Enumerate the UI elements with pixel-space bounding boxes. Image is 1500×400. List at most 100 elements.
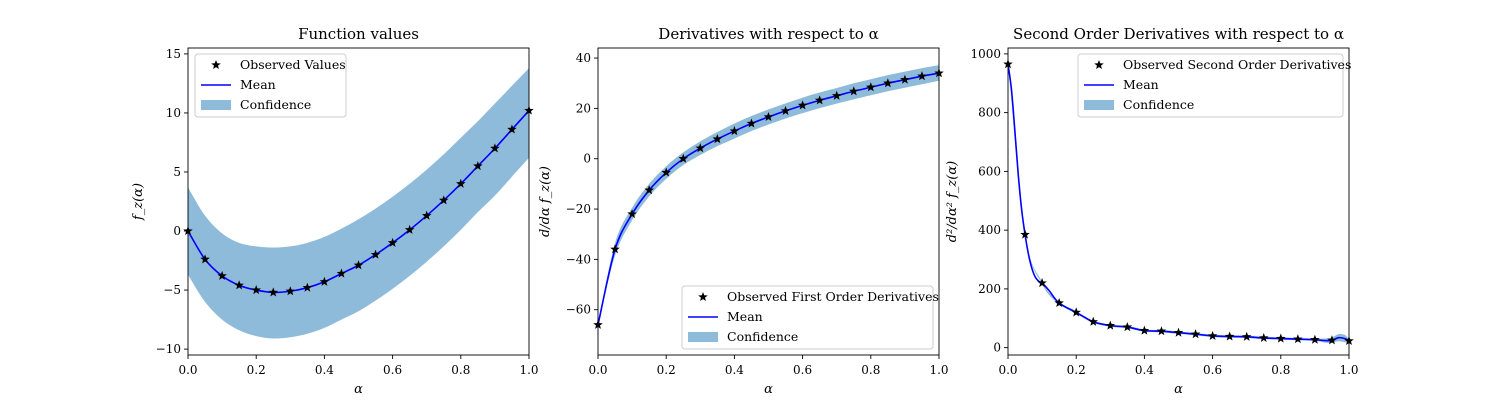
y-tick-label: −5: [163, 283, 181, 297]
x-tick-label: 1.0: [929, 363, 948, 377]
observed-point: [763, 111, 774, 121]
y-tick-label: 1000: [970, 47, 1001, 61]
observed-point: [831, 90, 842, 100]
observed-point: [746, 118, 757, 128]
observed-point: [712, 134, 723, 144]
chart-title: Derivatives with respect to α: [658, 25, 878, 43]
x-tick-label: 0.6: [793, 363, 812, 377]
observed-point: [302, 282, 313, 292]
observed-point: [1156, 326, 1167, 336]
chart-title: Function values: [298, 25, 419, 43]
observed-point: [1293, 334, 1303, 344]
legend-star-marker: [698, 292, 708, 302]
x-tick-label: 0.4: [315, 363, 334, 377]
observed-point: [1173, 327, 1184, 337]
legend-entry-label: Mean: [727, 309, 763, 324]
legend-box: [681, 285, 934, 350]
observed-point: [1327, 335, 1337, 345]
legend-band-swatch: [201, 100, 231, 110]
x-tick-label: 0.2: [657, 363, 676, 377]
axes-frame: [1007, 47, 1350, 356]
observed-point: [1020, 229, 1030, 239]
legend: Observed Values Mean Confidence: [194, 53, 347, 118]
x-tick-label: 1.0: [519, 363, 538, 377]
observed-point: [917, 71, 927, 81]
y-tick-label: 0: [993, 341, 1001, 355]
x-tick-label: 0.8: [1271, 363, 1290, 377]
y-axis-label: d/dα f_z(α): [538, 166, 553, 237]
observed-point: [370, 249, 381, 259]
observed-point: [1139, 325, 1150, 335]
observed-point: [1071, 307, 1081, 317]
observed-point: [507, 124, 517, 134]
observed-point: [678, 153, 689, 163]
legend-entry-label: Confidence: [727, 329, 798, 344]
observed-point: [1224, 331, 1235, 341]
y-tick-label: −60: [566, 303, 591, 317]
observed-point: [421, 210, 432, 220]
observed-point: [234, 280, 244, 290]
y-tick-label: 15: [166, 47, 181, 61]
observed-point: [473, 161, 483, 171]
legend-star-marker: [1094, 60, 1104, 70]
y-tick-label: 800: [978, 106, 1001, 120]
observed-point: [780, 105, 791, 115]
observed-point: [1241, 331, 1252, 341]
observed-point: [285, 286, 296, 296]
observed-point: [1122, 322, 1133, 332]
x-tick-label: 0.2: [1067, 363, 1086, 377]
x-axis-label: α: [1174, 382, 1183, 397]
axes-frame: [597, 47, 940, 356]
confidence-band: [188, 68, 529, 339]
x-tick-label: 0.8: [861, 363, 880, 377]
observed-point: [695, 143, 706, 153]
observed-point: [1258, 332, 1269, 343]
x-tick-label: 0.0: [998, 363, 1017, 377]
observed-point: [319, 276, 330, 286]
x-tick-label: 1.0: [1339, 363, 1358, 377]
legend-star-marker: [211, 60, 221, 70]
observed-point: [217, 270, 227, 280]
observed-point: [1190, 329, 1201, 339]
observed-point: [848, 86, 859, 96]
observed-point: [268, 287, 279, 297]
chart-panel-2: 0.0 0.2 0.4 0.6 0.8 1.0 −60 −40 −20 0 20 40 Derivati…: [538, 25, 949, 397]
y-tick-label: 5: [173, 165, 181, 179]
x-tick-label: 0.4: [1135, 363, 1154, 377]
observed-point: [610, 244, 620, 254]
x-tick-label: 0.0: [588, 363, 607, 377]
chart-panel-1: 0.0 0.2 0.4 0.6 0.8 1.0 −10 −5 0 5 10 15 Function va…: [131, 25, 539, 397]
observed-point: [387, 237, 398, 247]
y-tick-label: −10: [156, 342, 181, 356]
x-tick-label: 0.0: [178, 363, 197, 377]
legend-entry-label: Observed Second Order Derivatives: [1123, 57, 1351, 72]
legend-entry-label: Observed First Order Derivatives: [727, 289, 939, 304]
observed-point: [661, 167, 671, 177]
x-tick-label: 0.4: [725, 363, 744, 377]
y-tick-label: 10: [166, 106, 181, 120]
y-tick-label: −40: [566, 252, 591, 266]
observed-point: [627, 209, 637, 219]
x-axis-label: α: [764, 382, 773, 397]
y-tick-label: 0: [173, 224, 181, 238]
observed-point: [900, 74, 910, 84]
observed-point: [1207, 330, 1218, 340]
legend-entry-label: Mean: [240, 77, 276, 92]
observed-point: [1276, 333, 1286, 343]
observed-point: [456, 178, 466, 188]
observed-point: [729, 126, 740, 136]
observed-point: [797, 100, 808, 110]
y-tick-label: 400: [978, 223, 1001, 237]
observed-point: [1088, 316, 1099, 326]
y-axis-label: f_z(α): [131, 183, 146, 221]
x-tick-label: 0.6: [383, 363, 402, 377]
legend-entry-label: Confidence: [240, 97, 311, 112]
observed-point: [438, 195, 449, 205]
legend: Observed Second Order Derivatives Mean Con…: [1077, 53, 1351, 118]
observed-point: [404, 224, 415, 234]
legend-entry-label: Observed Values: [240, 57, 346, 72]
legend-box: [1077, 53, 1344, 118]
legend: Observed First Order Derivatives Mean Conf…: [681, 285, 939, 350]
legend-entry-label: Mean: [1123, 77, 1159, 92]
